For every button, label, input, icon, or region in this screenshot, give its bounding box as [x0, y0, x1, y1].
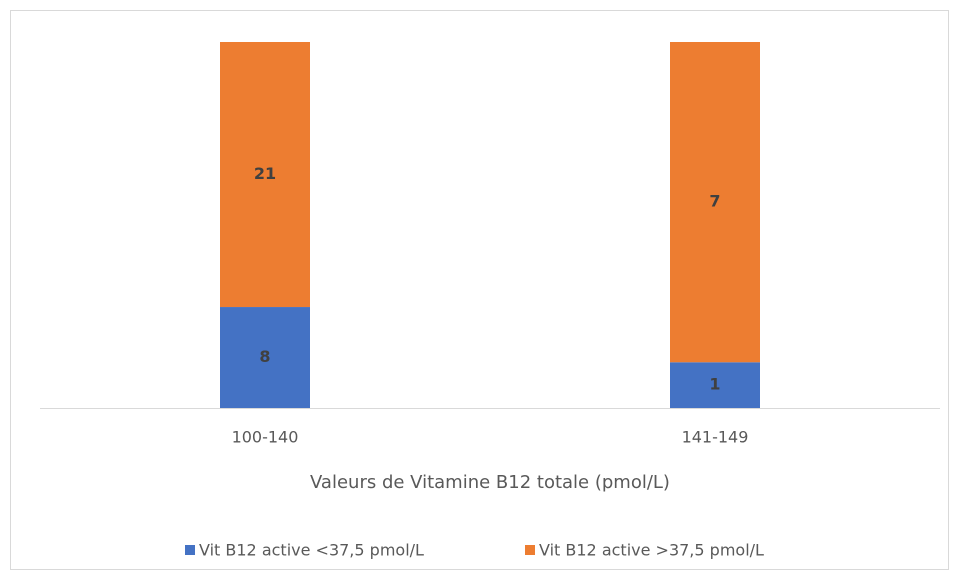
x-axis-title: Valeurs de Vitamine B12 totale (pmol/L)	[310, 472, 670, 493]
bar-segment	[670, 362, 760, 408]
data-label: 8	[259, 347, 270, 366]
legend-label: Vit B12 active <37,5 pmol/L	[199, 541, 424, 560]
data-label: 1	[709, 375, 720, 394]
legend-label: Vit B12 active >37,5 pmol/L	[539, 541, 764, 560]
bar-segment	[220, 307, 310, 408]
chart-frame	[10, 10, 949, 570]
legend-swatch	[525, 545, 535, 555]
data-label: 21	[254, 164, 276, 183]
data-label: 7	[709, 192, 720, 211]
x-tick-label: 141-149	[682, 428, 749, 447]
bar-segment	[670, 42, 760, 363]
bar-segment	[220, 42, 310, 308]
x-tick-label: 100-140	[232, 428, 299, 447]
legend-swatch	[185, 545, 195, 555]
